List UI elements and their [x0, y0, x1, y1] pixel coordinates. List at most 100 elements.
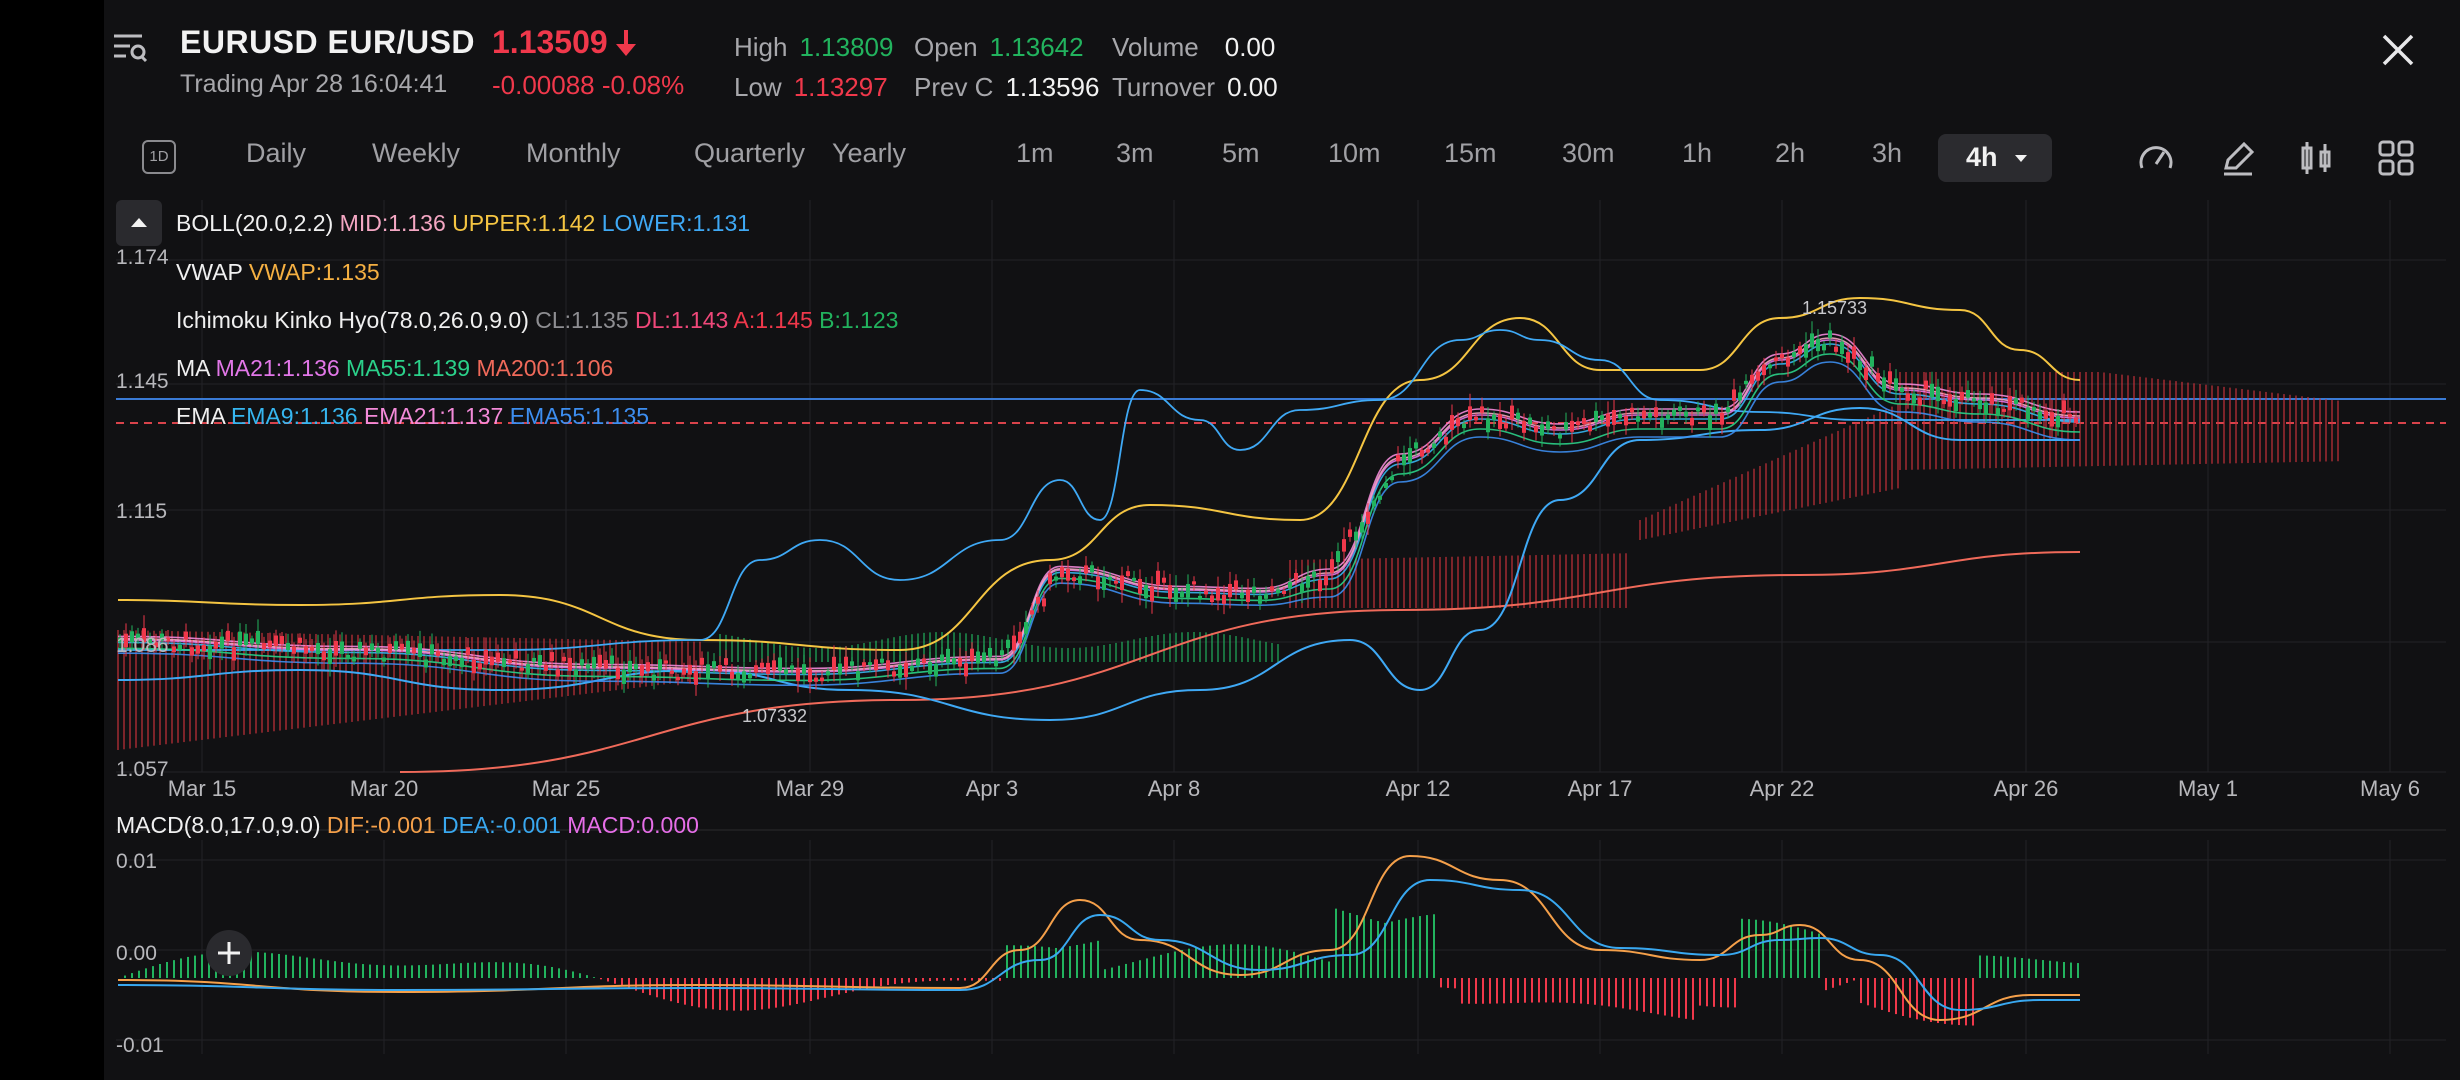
candle-body [1510, 405, 1514, 420]
candle-icon[interactable] [2296, 138, 2336, 178]
candle-body [946, 648, 950, 663]
candle-body [514, 650, 518, 659]
tf-item[interactable]: 1h [1682, 138, 1713, 168]
candle-body [1528, 417, 1532, 425]
tf-item[interactable]: Monthly [526, 138, 621, 168]
candle-body [790, 665, 794, 670]
collapse-indicators-button[interactable] [116, 200, 162, 246]
tf-item[interactable]: 15m [1444, 138, 1497, 168]
tf-item[interactable]: 3h [1872, 138, 1903, 168]
candle-body [1120, 575, 1124, 591]
candle-body [1516, 412, 1520, 419]
candle-body [304, 646, 308, 654]
legend-vwap: VWAP VWAP:1.135 [176, 259, 380, 286]
candle-body [1996, 408, 2000, 417]
candle-body [1534, 426, 1538, 433]
candle-body [124, 633, 128, 648]
candle-body [580, 659, 584, 666]
candle-body [436, 651, 440, 657]
close-icon[interactable] [2378, 30, 2418, 70]
tf-item[interactable]: Weekly [372, 138, 461, 168]
candle-body [1102, 577, 1106, 590]
tf-item[interactable]: 1m [1016, 138, 1054, 168]
tf-item[interactable]: Yearly [832, 138, 907, 168]
candle-body [1972, 398, 1976, 402]
macd-name: MACD(8.0,17.0,9.0) [116, 812, 321, 838]
ma-line [117, 343, 2081, 676]
candle-body [1780, 354, 1784, 359]
candle-body [568, 657, 572, 671]
vwap-name: VWAP [176, 259, 243, 285]
tf-item[interactable]: Quarterly [694, 138, 806, 168]
candle-body [1468, 406, 1472, 420]
tf-item[interactable]: Daily [246, 138, 307, 168]
candle-body [166, 637, 170, 642]
candle-body [1618, 414, 1622, 419]
candle-body [1852, 346, 1856, 359]
add-indicator-button[interactable] [206, 930, 252, 976]
candle-body [766, 662, 770, 675]
boll-upper: UPPER:1.142 [452, 210, 596, 236]
candle-body [1342, 539, 1346, 552]
candle-body [508, 659, 512, 663]
price-tick: 1.115 [116, 500, 167, 523]
grid-icon[interactable] [2376, 138, 2416, 178]
boll-upper-line [117, 296, 2081, 652]
boll-mid: MID:1.136 [339, 210, 446, 236]
candle-body [700, 657, 704, 665]
candle-body [724, 658, 728, 665]
candle-body [598, 654, 602, 667]
candle-body [334, 640, 338, 656]
candle-body [412, 647, 416, 654]
candle-body [640, 665, 644, 676]
candle-body [340, 641, 344, 654]
candle-body [1696, 407, 1700, 412]
candle-body [2044, 410, 2048, 419]
candle-body [406, 640, 410, 655]
candle-body [1048, 573, 1052, 585]
candle-body [1432, 443, 1436, 448]
tf-item[interactable]: 10m [1328, 138, 1381, 168]
ema55-value: EMA55:1.135 [509, 403, 650, 429]
candle-body [1888, 371, 1892, 384]
candle-body [1642, 410, 1646, 419]
candle-body [1192, 581, 1196, 585]
candle-body [1720, 412, 1724, 425]
candle-body [958, 657, 962, 667]
candle-body [1984, 402, 1988, 415]
tf-1d-badge[interactable]: 1D [142, 140, 176, 174]
candle-body [184, 631, 188, 640]
tf-item[interactable]: 3m [1116, 138, 1154, 168]
candle-body [1456, 418, 1460, 427]
candle-body [160, 633, 164, 641]
tf-item[interactable]: 30m [1562, 138, 1615, 168]
tf-item[interactable]: 2h [1775, 138, 1806, 168]
candle-body [1282, 590, 1286, 594]
candle-body [1462, 423, 1466, 429]
candle-body [322, 651, 326, 661]
ma200-line [399, 551, 2081, 773]
candle-body [454, 656, 458, 661]
candle-body [922, 658, 926, 664]
candle-body [1810, 333, 1814, 348]
menu-search-icon[interactable] [112, 30, 148, 66]
candle-body [2062, 400, 2066, 414]
candle-body [1168, 585, 1172, 599]
candle-body [484, 649, 488, 665]
date-tick: Apr 17 [1567, 776, 1633, 801]
candle-body [964, 663, 968, 677]
speedometer-icon[interactable] [2136, 138, 2176, 178]
plus-icon [218, 942, 240, 964]
candle-body [310, 646, 314, 652]
candle-body [1384, 482, 1388, 488]
stat-open-label: Open [914, 32, 978, 62]
candle-body [1564, 422, 1568, 430]
tf-item[interactable]: 5m [1222, 138, 1260, 168]
candle-body [1792, 352, 1796, 358]
candle-body [652, 674, 656, 681]
pencil-icon[interactable] [2218, 138, 2258, 178]
candle-body [1522, 421, 1526, 433]
tf-active-4h[interactable]: 4h [1938, 134, 2052, 182]
candle-body [1582, 418, 1586, 425]
